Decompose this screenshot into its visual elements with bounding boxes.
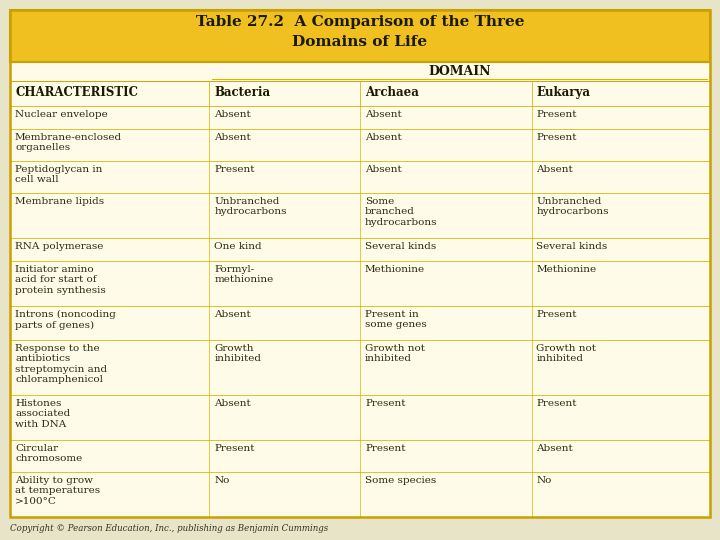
Text: No: No: [536, 476, 552, 485]
Bar: [10, 472, 710, 517]
Text: Absent: Absent: [215, 133, 251, 142]
Text: Growth
inhibited: Growth inhibited: [215, 344, 261, 363]
Text: Bacteria: Bacteria: [215, 86, 271, 99]
Text: Absent: Absent: [215, 110, 251, 119]
Text: Archaea: Archaea: [365, 86, 419, 99]
Text: Present: Present: [536, 310, 577, 319]
Text: Present: Present: [536, 110, 577, 119]
Text: Absent: Absent: [536, 165, 573, 174]
Text: Some species: Some species: [365, 476, 436, 485]
Text: Nuclear envelope: Nuclear envelope: [15, 110, 108, 119]
Text: Present: Present: [365, 444, 405, 453]
Text: Unbranched
hydrocarbons: Unbranched hydrocarbons: [215, 197, 287, 217]
Text: Growth not
inhibited: Growth not inhibited: [536, 344, 596, 363]
Text: Absent: Absent: [215, 399, 251, 408]
Text: Initiator amino
acid for start of
protein synthesis: Initiator amino acid for start of protei…: [15, 265, 106, 295]
Text: Eukarya: Eukarya: [536, 86, 590, 99]
Text: Absent: Absent: [215, 310, 251, 319]
Bar: [10, 62, 710, 81]
Text: Absent: Absent: [365, 133, 402, 142]
Text: Circular
chromosome: Circular chromosome: [15, 444, 82, 463]
Text: Some
branched
hydrocarbons: Some branched hydrocarbons: [365, 197, 438, 227]
Text: CHARACTERISTIC: CHARACTERISTIC: [15, 86, 138, 99]
Text: Absent: Absent: [365, 110, 402, 119]
Bar: [10, 129, 710, 161]
Bar: [10, 340, 710, 395]
Text: Absent: Absent: [365, 165, 402, 174]
Bar: [10, 81, 710, 106]
Bar: [10, 106, 710, 129]
Text: Present: Present: [215, 165, 255, 174]
Text: Peptidoglycan in
cell wall: Peptidoglycan in cell wall: [15, 165, 102, 184]
Text: Present in
some genes: Present in some genes: [365, 310, 427, 329]
Text: Membrane lipids: Membrane lipids: [15, 197, 104, 206]
Text: DOMAIN: DOMAIN: [428, 65, 491, 78]
Text: Unbranched
hydrocarbons: Unbranched hydrocarbons: [536, 197, 609, 217]
Text: Copyright © Pearson Education, Inc., publishing as Benjamin Cummings: Copyright © Pearson Education, Inc., pub…: [10, 524, 328, 533]
Text: Growth not
inhibited: Growth not inhibited: [365, 344, 425, 363]
Text: Several kinds: Several kinds: [536, 242, 608, 251]
Text: Several kinds: Several kinds: [365, 242, 436, 251]
Text: Present: Present: [215, 444, 255, 453]
Bar: [10, 238, 710, 261]
Text: One kind: One kind: [215, 242, 262, 251]
Bar: [10, 193, 710, 238]
Text: Formyl-
methionine: Formyl- methionine: [215, 265, 274, 285]
Text: Introns (noncoding
parts of genes): Introns (noncoding parts of genes): [15, 310, 116, 330]
Text: Domains of Life: Domains of Life: [292, 35, 428, 49]
Text: Response to the
antibiotics
streptomycin and
chloramphenicol: Response to the antibiotics streptomycin…: [15, 344, 107, 384]
Text: Methionine: Methionine: [365, 265, 425, 274]
Text: Present: Present: [536, 133, 577, 142]
Text: Methionine: Methionine: [536, 265, 597, 274]
Text: Absent: Absent: [536, 444, 573, 453]
Text: No: No: [215, 476, 230, 485]
Bar: [10, 440, 710, 472]
Bar: [10, 10, 710, 62]
Text: Present: Present: [365, 399, 405, 408]
Text: Ability to grow
at temperatures
>100°C: Ability to grow at temperatures >100°C: [15, 476, 100, 506]
Bar: [10, 161, 710, 193]
Text: Histones
associated
with DNA: Histones associated with DNA: [15, 399, 71, 429]
Text: Membrane-enclosed
organelles: Membrane-enclosed organelles: [15, 133, 122, 152]
Bar: [10, 395, 710, 440]
Bar: [10, 306, 710, 340]
Text: RNA polymerase: RNA polymerase: [15, 242, 104, 251]
Text: Present: Present: [536, 399, 577, 408]
Bar: [10, 261, 710, 306]
Text: Table 27.2  A Comparison of the Three: Table 27.2 A Comparison of the Three: [196, 15, 524, 29]
